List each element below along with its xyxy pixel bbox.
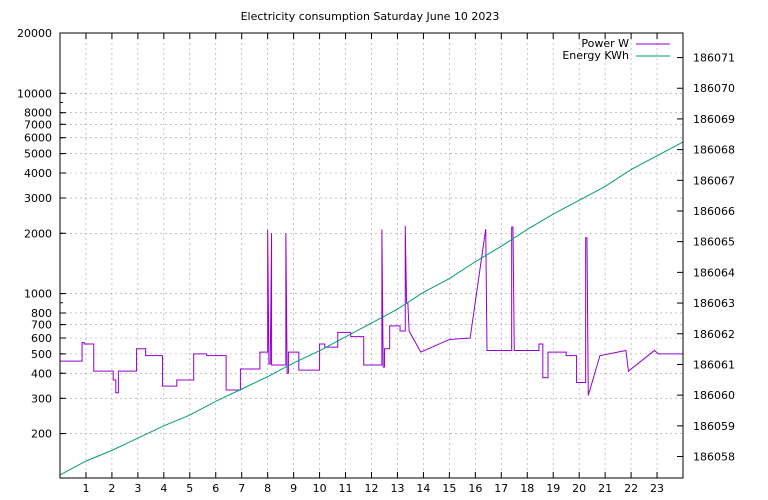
x-tick-label: 1: [82, 482, 89, 495]
y2-tick-label: 186058: [693, 451, 735, 464]
y2-tick-label: 186068: [693, 144, 735, 157]
axis-ticks: 1 2 3 4 5 6 7 8 9 10 11 12 13 14 15 16 17 18 19 20 21 22 23200…: [17, 27, 735, 495]
x-tick-label: 7: [238, 482, 245, 495]
x-tick-label: 8: [264, 482, 271, 495]
x-tick-label: 4: [160, 482, 167, 495]
y-tick-label: 800: [31, 307, 52, 320]
y-tick-label: 500: [31, 348, 52, 361]
x-tick-label: 19: [546, 482, 560, 495]
x-tick-label: 10: [313, 482, 327, 495]
x-tick-label: 17: [494, 482, 508, 495]
y-tick-label: 2000: [24, 227, 52, 240]
plot-frame: [59, 32, 684, 479]
x-tick-label: 16: [468, 482, 482, 495]
y-tick-label: 600: [31, 332, 52, 345]
x-tick-label: 21: [598, 482, 612, 495]
y-tick-label: 5000: [24, 148, 52, 161]
y-tick-label: 400: [31, 367, 52, 380]
y-tick-label: 20000: [17, 27, 52, 40]
y2-tick-label: 186070: [693, 82, 735, 95]
y2-tick-label: 186064: [693, 266, 735, 279]
y2-tick-label: 186071: [693, 52, 735, 65]
x-tick-label: 2: [108, 482, 115, 495]
x-tick-label: 5: [186, 482, 193, 495]
y-tick-label: 10000: [17, 87, 52, 100]
x-tick-label: 11: [339, 482, 353, 495]
y-tick-label: 4000: [24, 167, 52, 180]
series-line-energy: [59, 141, 684, 476]
y-tick-label: 300: [31, 392, 52, 405]
x-tick-label: 3: [134, 482, 141, 495]
y-tick-label: 8000: [24, 107, 52, 120]
y2-tick-label: 186059: [693, 420, 735, 433]
y-tick-label: 700: [31, 319, 52, 332]
x-tick-label: 22: [624, 482, 638, 495]
y-tick-label: 6000: [24, 132, 52, 145]
legend-label-energy: Energy KWh: [562, 49, 629, 62]
y2-tick-label: 186069: [693, 113, 735, 126]
legend-label-power: Power W: [581, 37, 629, 50]
y2-tick-label: 186067: [693, 174, 735, 187]
y-tick-label: 200: [31, 428, 52, 441]
y2-tick-label: 186066: [693, 205, 735, 218]
x-tick-label: 12: [365, 482, 379, 495]
y2-tick-label: 186065: [693, 236, 735, 249]
x-tick-label: 13: [390, 482, 404, 495]
y-tick-label: 1000: [24, 288, 52, 301]
x-tick-label: 6: [212, 482, 219, 495]
x-tick-label: 14: [416, 482, 430, 495]
series-lines: [59, 141, 684, 476]
x-tick-label: 18: [520, 482, 534, 495]
x-tick-label: 15: [442, 482, 456, 495]
y2-tick-label: 186061: [693, 358, 735, 371]
y-tick-label: 7000: [24, 118, 52, 131]
legend: Power W Energy KWh: [562, 37, 670, 62]
x-tick-label: 9: [290, 482, 297, 495]
grid: [60, 32, 683, 478]
y2-tick-label: 186060: [693, 389, 735, 402]
series-line-power: [60, 225, 683, 396]
y2-tick-label: 186063: [693, 297, 735, 310]
y-tick-label: 3000: [24, 192, 52, 205]
chart-title: Electricity consumption Saturday June 10…: [241, 10, 500, 23]
x-tick-label: 23: [650, 482, 664, 495]
x-tick-label: 20: [572, 482, 586, 495]
y2-tick-label: 186062: [693, 328, 735, 341]
